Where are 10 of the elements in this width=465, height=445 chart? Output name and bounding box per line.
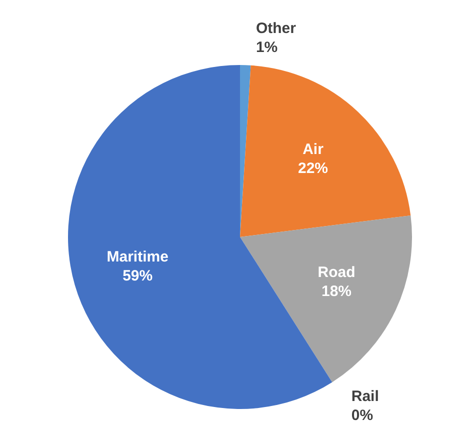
- slice-label: Other: [256, 20, 296, 38]
- data-label: 18%: [321, 283, 352, 300]
- slice-label: Air: [302, 140, 324, 158]
- data-label: 22%: [298, 160, 328, 177]
- text: 0%: [351, 406, 374, 424]
- data-label: 1%: [256, 39, 278, 56]
- category-label: Rail: [351, 388, 379, 405]
- slice-label: Maritime: [106, 248, 168, 266]
- data-label: 59%: [122, 267, 153, 284]
- slice-label: Road: [318, 264, 356, 282]
